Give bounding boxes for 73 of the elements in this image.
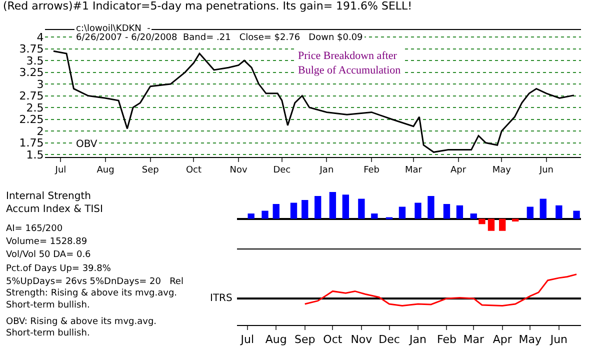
bar (262, 210, 268, 219)
x-tick-label: Jun (549, 333, 568, 346)
y-tick-label: 3.75 (19, 42, 44, 56)
x-tick-label: Mar (404, 166, 422, 176)
x-tick-label: Mar (463, 333, 484, 346)
bar (398, 206, 406, 219)
x-tick-label: Feb (436, 333, 456, 346)
x-tick-label: Aug (96, 166, 114, 176)
x-tick-label: Dec (378, 333, 400, 346)
bar (371, 213, 378, 219)
bar (358, 198, 365, 219)
text: AI= 165/200 (6, 224, 63, 234)
x-tick-label: Jul (54, 166, 66, 176)
text: Pct.of Days Up= 39.8% (6, 264, 112, 274)
annotation: Price Breakdown after Bulge of Accumulation (298, 50, 402, 76)
x-tick-label: Sep (142, 166, 160, 176)
x-tick-label: May (518, 333, 542, 346)
x-tick-label: Dec (273, 166, 291, 176)
y-tick-label: 2 (36, 124, 44, 138)
annotation: c:\lowoil\KDKN - (76, 24, 150, 34)
x-tick-label: Jan (318, 166, 334, 176)
annotation: OBV (76, 139, 98, 150)
annotation: 6/26/2007 - 6/20/2008 Band= .21 Close= $2.76 Down $0.09 (76, 33, 364, 43)
bar (499, 218, 506, 231)
text: Vol/Vol 50 DA= 0.6 (6, 250, 92, 260)
y-tick-label: 4 (36, 30, 44, 44)
bar (342, 194, 350, 219)
y-tick-label: 2.75 (19, 90, 44, 103)
bar (488, 218, 495, 231)
y-tick-label: 3.5 (26, 54, 44, 68)
bar (512, 218, 519, 222)
y-axis-title: ITRS (210, 293, 232, 304)
text: 5%UpDays= 26vs 5%DnDays= 20 Rel Strength: Rising & above its mvg.avg. Short-term bullish. (6, 277, 184, 310)
text: OBV: Rising & above its mvg.avg. Short-term bullish. (6, 317, 157, 339)
y-tick-label: 3 (36, 78, 44, 91)
bar (456, 205, 464, 219)
x-tick-label: Oct (323, 333, 343, 346)
line-series (52, 50, 575, 153)
x-tick-label: Aug (265, 333, 287, 346)
x-tick-label: Jun (538, 166, 554, 176)
x-tick-label: Nov (230, 166, 248, 176)
bar (302, 200, 308, 219)
bar (526, 206, 534, 219)
bar (272, 204, 280, 219)
x-tick-label: May (492, 166, 512, 176)
bar (428, 196, 434, 219)
x-tick-label: Apr (450, 166, 466, 176)
y-tick-label: 1.5 (26, 148, 44, 162)
y-axis-title: Internal Strength Accum Index & TISI (6, 191, 103, 215)
bar (540, 198, 546, 219)
bar (478, 218, 486, 224)
x-tick-label: Jan (408, 333, 426, 346)
bar (573, 210, 580, 219)
x-tick-label: Nov (350, 333, 373, 346)
x-tick-label: Apr (492, 333, 512, 346)
text: Volume= 1528.89 (6, 237, 88, 247)
bar (314, 196, 322, 219)
bar (329, 192, 336, 219)
bar (470, 213, 477, 219)
chart-title: (Red arrows)#1 Indicator=5-day ma penetrations. Its gain= 191.6% SELL! (2, 0, 412, 12)
y-tick-label: 2.25 (19, 113, 44, 126)
bar (248, 213, 254, 219)
x-tick-label: Oct (186, 166, 202, 176)
y-tick-label: 2.5 (26, 101, 44, 114)
x-tick-label: Jul (240, 333, 254, 346)
y-tick-label: 1.75 (19, 136, 44, 150)
y-tick-label: 3.25 (19, 66, 44, 80)
bar (443, 204, 450, 219)
bar (556, 205, 562, 219)
x-tick-label: Feb (364, 166, 380, 176)
bar (290, 202, 298, 219)
bar (414, 202, 422, 219)
x-tick-label: Sep (294, 333, 316, 346)
